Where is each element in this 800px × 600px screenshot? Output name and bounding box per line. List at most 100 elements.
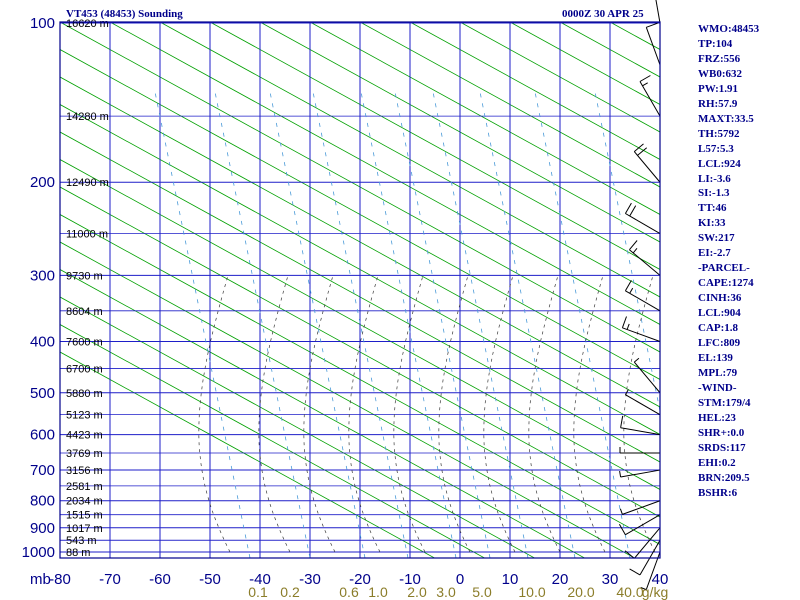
- height-labels: 16620 m 14280 m 12490 m 11000 m 9730 m 8604 m…: [66, 18, 109, 559]
- pressure-tick-label: 200: [30, 174, 55, 191]
- height-label: 14280 m: [66, 111, 109, 123]
- index-item: -WIND-: [698, 381, 737, 394]
- parcel-point: [716, 551, 717, 552]
- index-item: CAP:1.8: [698, 322, 739, 335]
- dry-adiabat: [60, 131, 660, 463]
- parcel-point: [780, 470, 781, 471]
- pressure-tick-label: 500: [30, 385, 55, 402]
- index-item: LI:-3.6: [698, 172, 731, 185]
- index-item: BRN:209.5: [698, 471, 750, 484]
- index-item: L57:5.3: [698, 142, 734, 155]
- index-item: CINH:36: [698, 292, 742, 305]
- parcel-point: [797, 452, 798, 453]
- mixing-ratio-label: g/kg: [642, 584, 668, 600]
- valid-time: 0000Z 30 APR 25: [562, 8, 644, 20]
- wind-barb: [618, 514, 661, 536]
- temperature-tick-label: -60: [149, 571, 171, 588]
- height-label: 88 m: [66, 547, 90, 559]
- mixing-ratio-label: 10.0: [518, 584, 545, 600]
- temperature-tick-label: -30: [299, 571, 321, 588]
- dry-adiabat: [309, 22, 660, 215]
- temperature-point: [727, 514, 728, 515]
- plot-frame: [59, 21, 661, 559]
- parcel-point: [735, 514, 736, 515]
- temperature-tick-label: -50: [199, 571, 221, 588]
- dewpoint-point: [698, 534, 699, 535]
- mixing-ratio-label: 0.6: [339, 584, 359, 600]
- temperature-point: [706, 540, 707, 541]
- pressure-tick-label: 100: [30, 15, 55, 32]
- pressure-tick-label: 600: [30, 427, 55, 444]
- temperature-tick-label: 20: [552, 571, 569, 588]
- dry-adiabat: [409, 22, 660, 160]
- wind-barb: [655, 0, 661, 24]
- index-item: LCL:904: [698, 307, 741, 320]
- dry-adiabat: [60, 49, 660, 380]
- dry-adiabat: [60, 214, 660, 545]
- index-item: SI:-1.3: [698, 187, 730, 200]
- pressure-tick-label: 400: [30, 333, 55, 350]
- index-item: MPL:79: [698, 366, 738, 379]
- temperature-tick-label: -20: [349, 571, 371, 588]
- index-item: WMO:48453: [698, 23, 760, 35]
- height-label: 4423 m: [66, 430, 103, 442]
- height-label: 9730 m: [66, 270, 103, 282]
- wind-barb: [624, 527, 661, 559]
- dry-adiabat: [159, 22, 660, 298]
- wind-barbs: [618, 0, 661, 591]
- dewpoint-point: [786, 392, 787, 393]
- index-item: CAPE:1274: [698, 277, 754, 290]
- temperature-point: [705, 546, 706, 547]
- wind-barb: [633, 143, 661, 183]
- wind-barb: [624, 280, 661, 312]
- index-item: -PARCEL-: [698, 262, 750, 275]
- dewpoint-point: [699, 527, 700, 528]
- wind-barb: [619, 447, 661, 454]
- height-label: 2034 m: [66, 496, 103, 508]
- dewpoint-point: [787, 368, 788, 369]
- station-title: VT453 (48453) Sounding: [66, 8, 183, 20]
- wind-barb: [629, 240, 661, 276]
- dewpoint-point: [690, 546, 691, 547]
- wind-barb: [639, 75, 661, 117]
- dewpoint-point: [784, 410, 785, 411]
- mixing-ratio-label: 1.0: [368, 584, 388, 600]
- height-label: 1017 m: [66, 523, 103, 535]
- index-item: KI:33: [698, 217, 726, 230]
- temperature-tick-label: 10: [502, 571, 519, 588]
- height-label: 5123 m: [66, 410, 103, 422]
- mixing-ratio-label: 0.2: [280, 584, 300, 600]
- temperature-tick-label: -40: [249, 571, 271, 588]
- mixing-ratio-label: 3.0: [436, 584, 456, 600]
- dry-adiabat: [60, 351, 436, 558]
- dry-adiabat: [109, 22, 660, 325]
- dry-adiabat: [60, 269, 586, 558]
- index-item: LFC:809: [698, 337, 741, 350]
- index-item: SW:217: [698, 232, 735, 245]
- dry-adiabat: [60, 241, 636, 558]
- index-item: TH:5792: [698, 127, 740, 140]
- index-item: WB0:632: [698, 67, 742, 80]
- dewpoint-point: [771, 434, 772, 435]
- mixing-ratio-label: 2.0: [407, 584, 427, 600]
- height-label: 8604 m: [66, 306, 103, 318]
- mixing-ratio-label: 5.0: [472, 584, 492, 600]
- dry-adiabat: [60, 76, 660, 408]
- dry-adiabat: [60, 104, 660, 435]
- index-item: EL:139: [698, 351, 733, 364]
- index-item: EI:-2.7: [698, 247, 731, 260]
- index-item: EHI:0.2: [698, 456, 736, 469]
- temperature-tick-label: 30: [602, 571, 619, 588]
- height-label: 12490 m: [66, 177, 109, 189]
- dry-adiabat: [60, 324, 486, 558]
- dry-adiabat: [60, 159, 660, 490]
- temperature-point: [770, 470, 771, 471]
- parcel-point: [721, 527, 722, 528]
- height-label: 543 m: [66, 535, 97, 547]
- index-item: SRDS:117: [698, 441, 746, 454]
- height-label: 5880 m: [66, 388, 103, 400]
- wind-barb: [619, 469, 661, 478]
- mixing-ratio-label: 20.0: [567, 584, 594, 600]
- mixing-ratio-label: 0.1: [248, 584, 268, 600]
- pressure-tick-label: 800: [30, 493, 55, 510]
